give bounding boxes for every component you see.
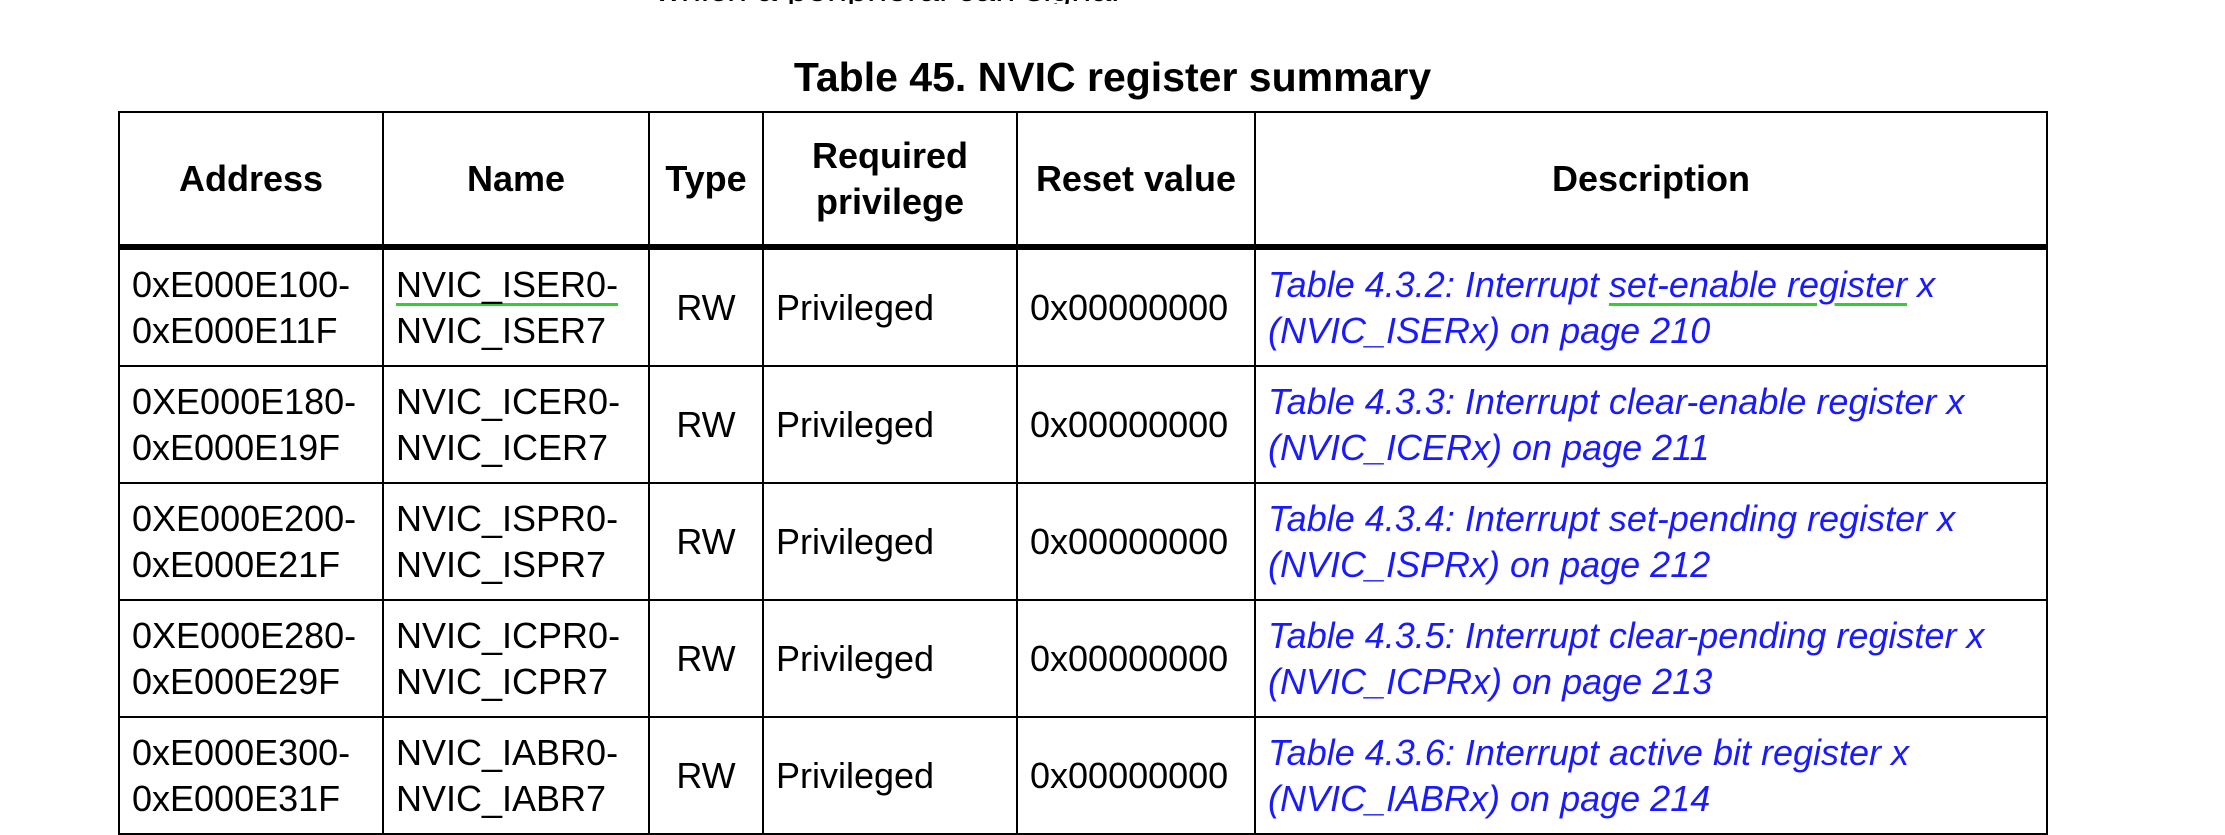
address-end: 0xE000E21F	[132, 543, 341, 585]
table-header-row: Address Name Type Required privilege Res…	[118, 111, 2048, 250]
type-cell: RW	[648, 482, 764, 601]
description-text-part: x	[1907, 263, 1936, 305]
name-cell: NVIC_ISER0- NVIC_ISER7	[382, 246, 650, 367]
table-row: 0xE000E100- 0xE000E11F NVIC_ISER0- NVIC_…	[118, 246, 2048, 367]
header-address: Address	[118, 111, 384, 250]
header-reset-value: Reset value	[1016, 111, 1256, 250]
name-cell: NVIC_ICPR0- NVIC_ICPR7	[382, 599, 650, 718]
address-start: 0XE000E180-	[132, 380, 357, 422]
description-link[interactable]: Table 4.3.2: Interrupt set-enable regist…	[1268, 262, 2034, 354]
type-cell: RW	[648, 716, 764, 835]
register-name-start: NVIC_ISPR0-	[396, 497, 619, 539]
type-cell: RW	[648, 246, 764, 367]
register-name-start: NVIC_ICER0-	[396, 380, 621, 422]
address-start: 0XE000E200-	[132, 497, 357, 539]
reset-value-cell: 0x00000000	[1016, 365, 1256, 484]
header-name: Name	[382, 111, 650, 250]
address-end: 0xE000E11F	[132, 309, 338, 351]
header-description: Description	[1254, 111, 2048, 250]
description-link[interactable]: Table 4.3.4: Interrupt set-pending regis…	[1268, 496, 2034, 588]
table-row: 0XE000E280- 0xE000E29F NVIC_ICPR0- NVIC_…	[118, 599, 2048, 718]
register-name-start: NVIC_IABR0-	[396, 731, 619, 773]
description-line-2: (NVIC_ISPRx) on page 212	[1268, 543, 1711, 585]
reset-value-cell: 0x00000000	[1016, 482, 1256, 601]
address-start: 0xE000E300-	[132, 731, 351, 773]
description-text-part: Table 4.3.2: Interrupt	[1268, 263, 1609, 305]
table-caption: Table 45. NVIC register summary	[793, 54, 1432, 100]
reset-value-cell: 0x00000000	[1016, 599, 1256, 718]
description-link[interactable]: Table 4.3.3: Interrupt clear-enable regi…	[1268, 379, 2034, 471]
description-link[interactable]: Table 4.3.5: Interrupt clear-pending reg…	[1268, 613, 2034, 705]
cut-off-preceding-text: which a peripheral can signal	[655, 0, 1275, 4]
description-line-1: Table 4.3.4: Interrupt set-pending regis…	[1268, 497, 1956, 539]
register-name-end: NVIC_ISER7	[396, 309, 607, 351]
description-cell: Table 4.3.2: Interrupt set-enable regist…	[1254, 246, 2048, 367]
header-required-privilege: Required privilege	[762, 111, 1018, 250]
register-name-start: NVIC_ICPR0-	[396, 614, 621, 656]
privilege-cell: Privileged	[762, 599, 1018, 718]
privilege-cell: Privileged	[762, 246, 1018, 367]
address-end: 0xE000E29F	[132, 660, 341, 702]
nvic-register-table: Address Name Type Required privilege Res…	[118, 111, 2048, 835]
table-row: 0xE000E300- 0xE000E31F NVIC_IABR0- NVIC_…	[118, 716, 2048, 835]
description-cell: Table 4.3.4: Interrupt set-pending regis…	[1254, 482, 2048, 601]
address-cell: 0XE000E180- 0xE000E19F	[118, 365, 384, 484]
reset-value-cell: 0x00000000	[1016, 246, 1256, 367]
description-line-2: (NVIC_ISERx) on page 210	[1268, 309, 1711, 351]
address-start: 0xE000E100-	[132, 263, 351, 305]
description-cell: Table 4.3.6: Interrupt active bit regist…	[1254, 716, 2048, 835]
description-cell: Table 4.3.5: Interrupt clear-pending reg…	[1254, 599, 2048, 718]
address-end: 0xE000E31F	[132, 777, 341, 819]
header-privilege-line-1: Required	[811, 134, 969, 176]
table-row: 0XE000E180- 0xE000E19F NVIC_ICER0- NVIC_…	[118, 365, 2048, 484]
description-text-underlined: set-enable register	[1608, 263, 1908, 305]
description-cell: Table 4.3.3: Interrupt clear-enable regi…	[1254, 365, 2048, 484]
header-privilege-line-2: privilege	[815, 180, 965, 222]
header-type: Type	[648, 111, 764, 250]
register-name-end: NVIC_ICPR7	[396, 660, 609, 702]
description-line-1: Table 4.3.3: Interrupt clear-enable regi…	[1268, 380, 1965, 422]
address-cell: 0XE000E200- 0xE000E21F	[118, 482, 384, 601]
description-line-1: Table 4.3.5: Interrupt clear-pending reg…	[1268, 614, 1985, 656]
address-start: 0XE000E280-	[132, 614, 357, 656]
type-cell: RW	[648, 365, 764, 484]
register-name-end: NVIC_IABR7	[396, 777, 607, 819]
name-cell: NVIC_ICER0- NVIC_ICER7	[382, 365, 650, 484]
register-name-end: NVIC_ISPR7	[396, 543, 607, 585]
address-cell: 0xE000E300- 0xE000E31F	[118, 716, 384, 835]
privilege-cell: Privileged	[762, 716, 1018, 835]
description-line-2: (NVIC_IABRx) on page 214	[1268, 777, 1711, 819]
name-cell: NVIC_IABR0- NVIC_IABR7	[382, 716, 650, 835]
address-cell: 0XE000E280- 0xE000E29F	[118, 599, 384, 718]
reset-value-cell: 0x00000000	[1016, 716, 1256, 835]
type-cell: RW	[648, 599, 764, 718]
privilege-cell: Privileged	[762, 482, 1018, 601]
register-name-end: NVIC_ICER7	[396, 426, 609, 468]
description-link[interactable]: Table 4.3.6: Interrupt active bit regist…	[1268, 730, 2034, 822]
description-line-1: Table 4.3.6: Interrupt active bit regist…	[1268, 731, 1910, 773]
address-cell: 0xE000E100- 0xE000E11F	[118, 246, 384, 367]
address-end: 0xE000E19F	[132, 426, 341, 468]
description-line-2: (NVIC_ICERx) on page 211	[1268, 426, 1710, 468]
privilege-cell: Privileged	[762, 365, 1018, 484]
register-name-start: NVIC_ISER0-	[396, 263, 619, 305]
description-line-1: Table 4.3.2: Interrupt set-enable regist…	[1268, 262, 2034, 308]
description-line-2: (NVIC_ICPRx) on page 213	[1268, 660, 1713, 702]
table-row: 0XE000E200- 0xE000E21F NVIC_ISPR0- NVIC_…	[118, 482, 2048, 601]
name-cell: NVIC_ISPR0- NVIC_ISPR7	[382, 482, 650, 601]
